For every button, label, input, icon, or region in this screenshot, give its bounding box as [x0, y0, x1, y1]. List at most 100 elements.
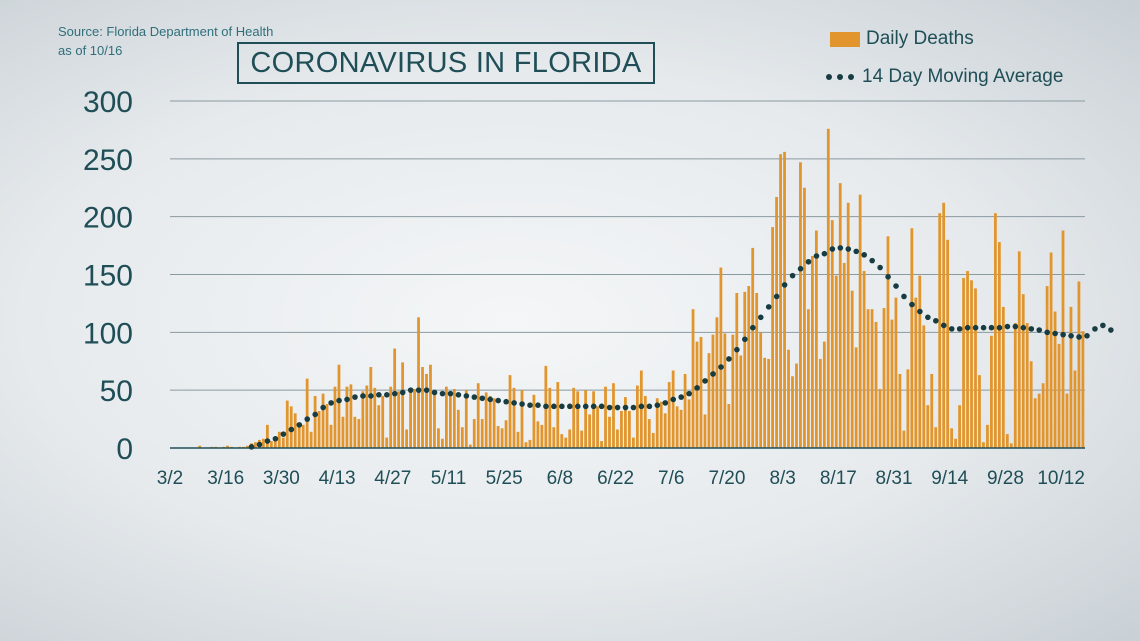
x-tick-label: 3/2	[157, 468, 183, 489]
source-note: Source: Florida Department of Health as …	[58, 22, 273, 60]
bar-daily-deaths	[974, 288, 977, 448]
bar-daily-deaths	[795, 363, 798, 448]
bar-daily-deaths	[580, 430, 584, 448]
bar-daily-deaths	[246, 445, 249, 448]
moving-average-point	[606, 404, 613, 411]
bar-daily-deaths	[468, 444, 472, 448]
bar-daily-deaths	[894, 297, 898, 448]
moving-average-point	[1004, 323, 1011, 330]
bar-daily-deaths	[830, 220, 834, 448]
bar-daily-deaths	[918, 275, 922, 448]
bar-daily-deaths	[962, 277, 965, 448]
moving-average-point	[1052, 330, 1058, 337]
bar-daily-deaths	[1057, 343, 1061, 448]
bar-daily-deaths	[556, 382, 560, 448]
bar-daily-deaths	[476, 383, 480, 448]
moving-average-point	[837, 245, 844, 251]
bar-daily-deaths	[655, 398, 659, 448]
moving-average-point	[710, 371, 716, 377]
bar-daily-deaths	[301, 424, 305, 448]
y-tick-label: 100	[83, 317, 133, 350]
bar-daily-deaths	[464, 390, 468, 448]
bar-daily-deaths	[771, 227, 774, 448]
bar-daily-deaths	[285, 400, 289, 448]
moving-average-point	[940, 322, 947, 329]
y-tick-label: 150	[83, 260, 133, 293]
moving-average-point	[320, 404, 326, 411]
bar-daily-deaths	[576, 391, 580, 448]
legend-daily-deaths: Daily Deaths	[830, 28, 974, 50]
moving-average-point	[956, 326, 963, 332]
bar-daily-deaths	[635, 385, 639, 448]
bar-daily-deaths	[441, 438, 444, 448]
moving-average-point	[614, 404, 621, 411]
moving-average-point	[495, 397, 502, 404]
bar-daily-deaths	[277, 431, 281, 448]
bar-daily-deaths	[735, 293, 739, 448]
bar-daily-deaths	[620, 410, 623, 448]
bar-daily-deaths	[707, 353, 711, 448]
bar-daily-deaths	[898, 373, 902, 448]
bar-daily-deaths	[460, 427, 464, 448]
moving-average-point	[925, 314, 931, 321]
bar-daily-deaths	[540, 424, 544, 448]
bar-daily-deaths	[1041, 383, 1045, 448]
bar-daily-deaths	[651, 432, 655, 448]
moving-average-point	[344, 396, 350, 403]
bar-daily-deaths	[675, 406, 679, 448]
bar-daily-deaths	[357, 419, 361, 448]
x-tick-label: 7/6	[658, 468, 684, 489]
moving-average-point	[1068, 333, 1074, 339]
moving-average-point	[972, 324, 979, 331]
bar-daily-deaths	[1053, 311, 1057, 448]
bar-daily-deaths	[592, 391, 595, 448]
moving-average-point	[988, 324, 995, 331]
bar-daily-deaths	[317, 410, 321, 448]
bar-daily-deaths	[381, 395, 385, 448]
bar-daily-deaths	[528, 439, 532, 448]
moving-average-point	[582, 403, 589, 410]
bar-daily-deaths	[850, 290, 854, 448]
bar-daily-deaths	[552, 427, 556, 448]
moving-average-point	[288, 426, 295, 433]
bar-daily-deaths	[472, 419, 476, 448]
bar-daily-deaths	[695, 341, 699, 448]
bar-daily-deaths	[719, 267, 723, 448]
bar-daily-deaths	[846, 202, 850, 448]
moving-average-point	[487, 396, 494, 403]
bar-daily-deaths	[1021, 294, 1025, 448]
moving-average-point	[933, 317, 939, 324]
moving-average-point	[551, 403, 557, 410]
bar-daily-deaths	[986, 424, 989, 448]
bar-daily-deaths	[333, 386, 337, 448]
bar-daily-deaths	[393, 348, 397, 448]
bar-daily-deaths	[639, 370, 643, 448]
moving-average-point	[1044, 329, 1051, 336]
bar-daily-deaths	[803, 187, 806, 448]
bar-daily-deaths	[783, 151, 786, 449]
moving-average-point	[439, 390, 446, 397]
moving-average-point	[773, 293, 780, 300]
bar-daily-deaths	[516, 431, 520, 448]
bar-daily-deaths	[536, 421, 540, 448]
bar-daily-deaths	[377, 405, 381, 448]
moving-average-point	[590, 403, 597, 410]
bar-daily-deaths	[711, 334, 715, 448]
bar-daily-deaths	[747, 286, 751, 448]
bar-daily-deaths	[958, 405, 961, 448]
moving-average-point	[654, 402, 661, 409]
bar-daily-deaths	[321, 393, 325, 448]
bar-daily-deaths	[198, 445, 202, 448]
legend-daily-deaths-label: Daily Deaths	[866, 28, 974, 49]
moving-average-point	[917, 308, 923, 315]
bar-daily-deaths	[874, 321, 878, 448]
bar-daily-deaths	[994, 213, 997, 448]
x-tick-label: 4/13	[319, 468, 356, 489]
bar-daily-deaths	[683, 373, 687, 448]
bar-daily-deaths	[890, 319, 894, 448]
bar-daily-deaths	[743, 291, 747, 448]
chart-title-text: CORONAVIRUS IN FLORIDA	[250, 46, 642, 79]
bar-daily-deaths	[496, 426, 500, 448]
x-tick-label: 8/3	[769, 468, 795, 489]
bar-daily-deaths	[826, 128, 830, 448]
